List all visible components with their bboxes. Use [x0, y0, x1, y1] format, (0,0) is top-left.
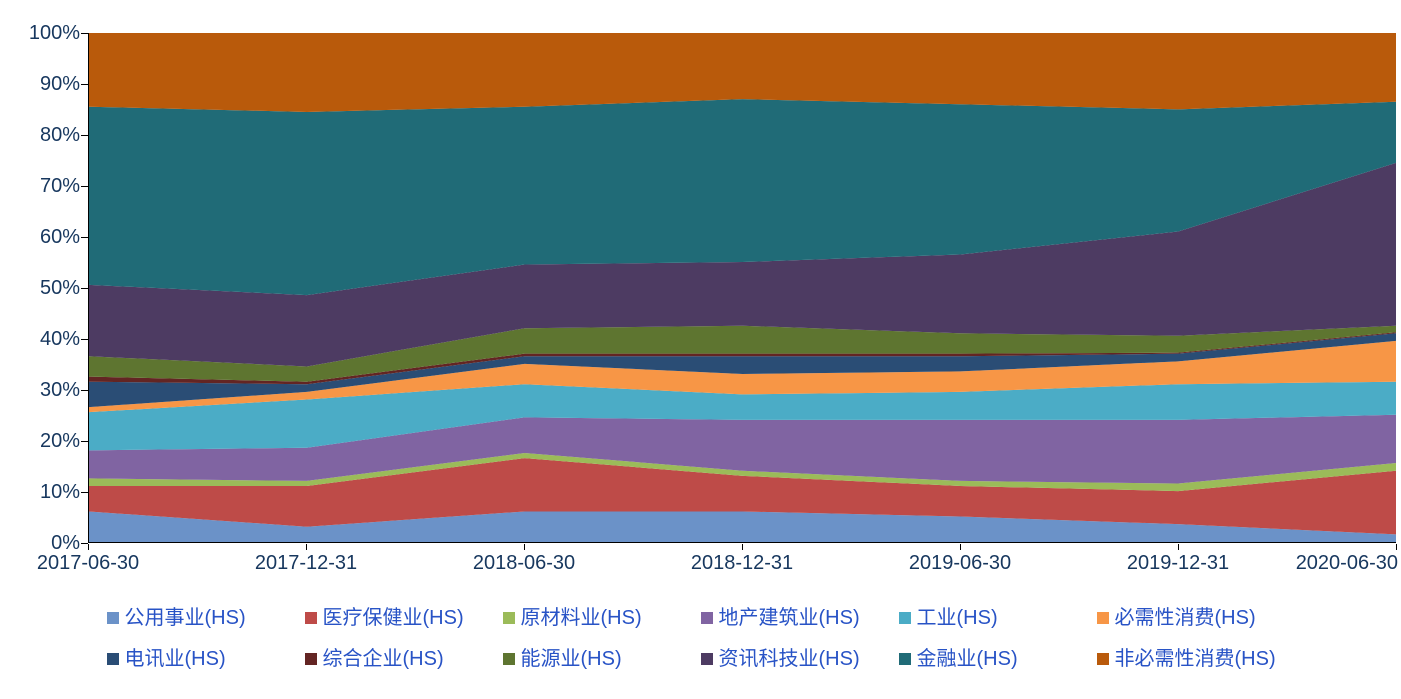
y-tick	[81, 390, 88, 391]
y-tick-label: 50%	[39, 277, 80, 299]
area-series-11	[89, 33, 1396, 112]
x-tick-label: 2020-06-30	[1295, 552, 1398, 574]
legend-label: 能源业(HS)	[520, 648, 622, 670]
legend-item: 公用事业(HS)	[106, 606, 305, 630]
y-tick	[81, 288, 88, 289]
y-tick	[81, 441, 88, 442]
legend-swatch-icon	[700, 653, 713, 665]
legend-label: 工业(HS)	[916, 607, 998, 629]
area-series-5	[89, 340, 1396, 413]
legend-row: 公用事业(HS) 医疗保健业(HS) 原材料业(HS) 地产建筑业(HS) 工业(HS)…	[0, 606, 1401, 630]
legend-item: 必需性消费(HS)	[1096, 606, 1295, 630]
legend-item: 资讯科技业(HS)	[700, 647, 899, 671]
y-tick	[81, 33, 88, 34]
y-tick-label: 30%	[39, 379, 80, 401]
x-tick-label: 2017-06-30	[36, 552, 140, 574]
x-tick-label: 2017-12-31	[254, 552, 358, 574]
legend-swatch-icon	[106, 653, 119, 665]
area-series-3	[89, 414, 1396, 484]
x-tick	[88, 544, 89, 550]
legend-swatch-icon	[502, 612, 515, 624]
x-tick-label: 2018-06-30	[472, 552, 576, 574]
y-tick	[81, 543, 88, 544]
x-tick	[1396, 544, 1397, 550]
x-tick-label: 2019-12-31	[1126, 552, 1230, 574]
legend-label: 金融业(HS)	[916, 648, 1018, 670]
stacked-area-plot	[89, 33, 1396, 542]
x-tick	[742, 544, 743, 550]
y-tick	[81, 237, 88, 238]
legend-item: 电讯业(HS)	[106, 647, 305, 671]
y-tick	[81, 339, 88, 340]
legend-item: 医疗保健业(HS)	[304, 606, 503, 630]
y-tick	[81, 84, 88, 85]
y-tick	[81, 492, 88, 493]
x-tick	[306, 544, 307, 550]
y-tick-label: 60%	[39, 226, 80, 248]
legend-item: 金融业(HS)	[898, 647, 1097, 671]
area-series-8	[89, 325, 1396, 382]
legend-swatch-icon	[106, 612, 119, 624]
x-tick-label: 2019-06-30	[908, 552, 1012, 574]
legend-swatch-icon	[700, 612, 713, 624]
x-tick	[524, 544, 525, 550]
area-series-2	[89, 452, 1396, 492]
legend-label: 非必需性消费(HS)	[1114, 648, 1276, 670]
area-series-1	[89, 458, 1396, 535]
legend-item: 能源业(HS)	[502, 647, 701, 671]
legend-swatch-icon	[898, 612, 911, 624]
legend-label: 电讯业(HS)	[124, 648, 226, 670]
y-tick-label: 10%	[39, 481, 80, 503]
legend-item: 工业(HS)	[898, 606, 1097, 630]
legend-item: 非必需性消费(HS)	[1096, 647, 1295, 671]
plot-area	[88, 33, 1396, 543]
legend-item: 地产建筑业(HS)	[700, 606, 899, 630]
x-tick	[1178, 544, 1179, 550]
legend-swatch-icon	[1096, 653, 1109, 665]
legend: 公用事业(HS) 医疗保健业(HS) 原材料业(HS) 地产建筑业(HS) 工业(HS)…	[0, 606, 1401, 688]
x-tick	[960, 544, 961, 550]
y-tick-label: 90%	[39, 73, 80, 95]
area-series-0	[89, 511, 1396, 542]
legend-swatch-icon	[1096, 612, 1109, 624]
legend-row: 电讯业(HS) 综合企业(HS) 能源业(HS) 资讯科技业(HS) 金融业(HS) 非必…	[0, 647, 1401, 671]
y-tick	[81, 186, 88, 187]
legend-label: 原材料业(HS)	[520, 607, 642, 629]
legend-item: 原材料业(HS)	[502, 606, 701, 630]
legend-swatch-icon	[304, 612, 317, 624]
legend-label: 医疗保健业(HS)	[322, 607, 464, 629]
y-tick-label: 0%	[51, 532, 80, 554]
legend-label: 资讯科技业(HS)	[718, 648, 860, 670]
y-tick-label: 40%	[39, 328, 80, 350]
legend-label: 必需性消费(HS)	[1114, 607, 1256, 629]
area-series-9	[89, 162, 1396, 367]
y-tick-label: 20%	[39, 430, 80, 452]
area-series-6	[89, 333, 1396, 408]
x-tick-label: 2018-12-31	[690, 552, 794, 574]
y-tick-label: 100%	[28, 22, 80, 44]
y-tick	[81, 135, 88, 136]
legend-label: 公用事业(HS)	[124, 607, 246, 629]
y-tick-label: 80%	[39, 124, 80, 146]
legend-swatch-icon	[304, 653, 317, 665]
y-tick-label: 70%	[39, 175, 80, 197]
legend-item: 综合企业(HS)	[304, 647, 503, 671]
legend-label: 地产建筑业(HS)	[718, 607, 860, 629]
legend-swatch-icon	[898, 653, 911, 665]
legend-label: 综合企业(HS)	[322, 648, 444, 670]
area-series-10	[89, 99, 1396, 296]
area-series-4	[89, 381, 1396, 451]
legend-swatch-icon	[502, 653, 515, 665]
